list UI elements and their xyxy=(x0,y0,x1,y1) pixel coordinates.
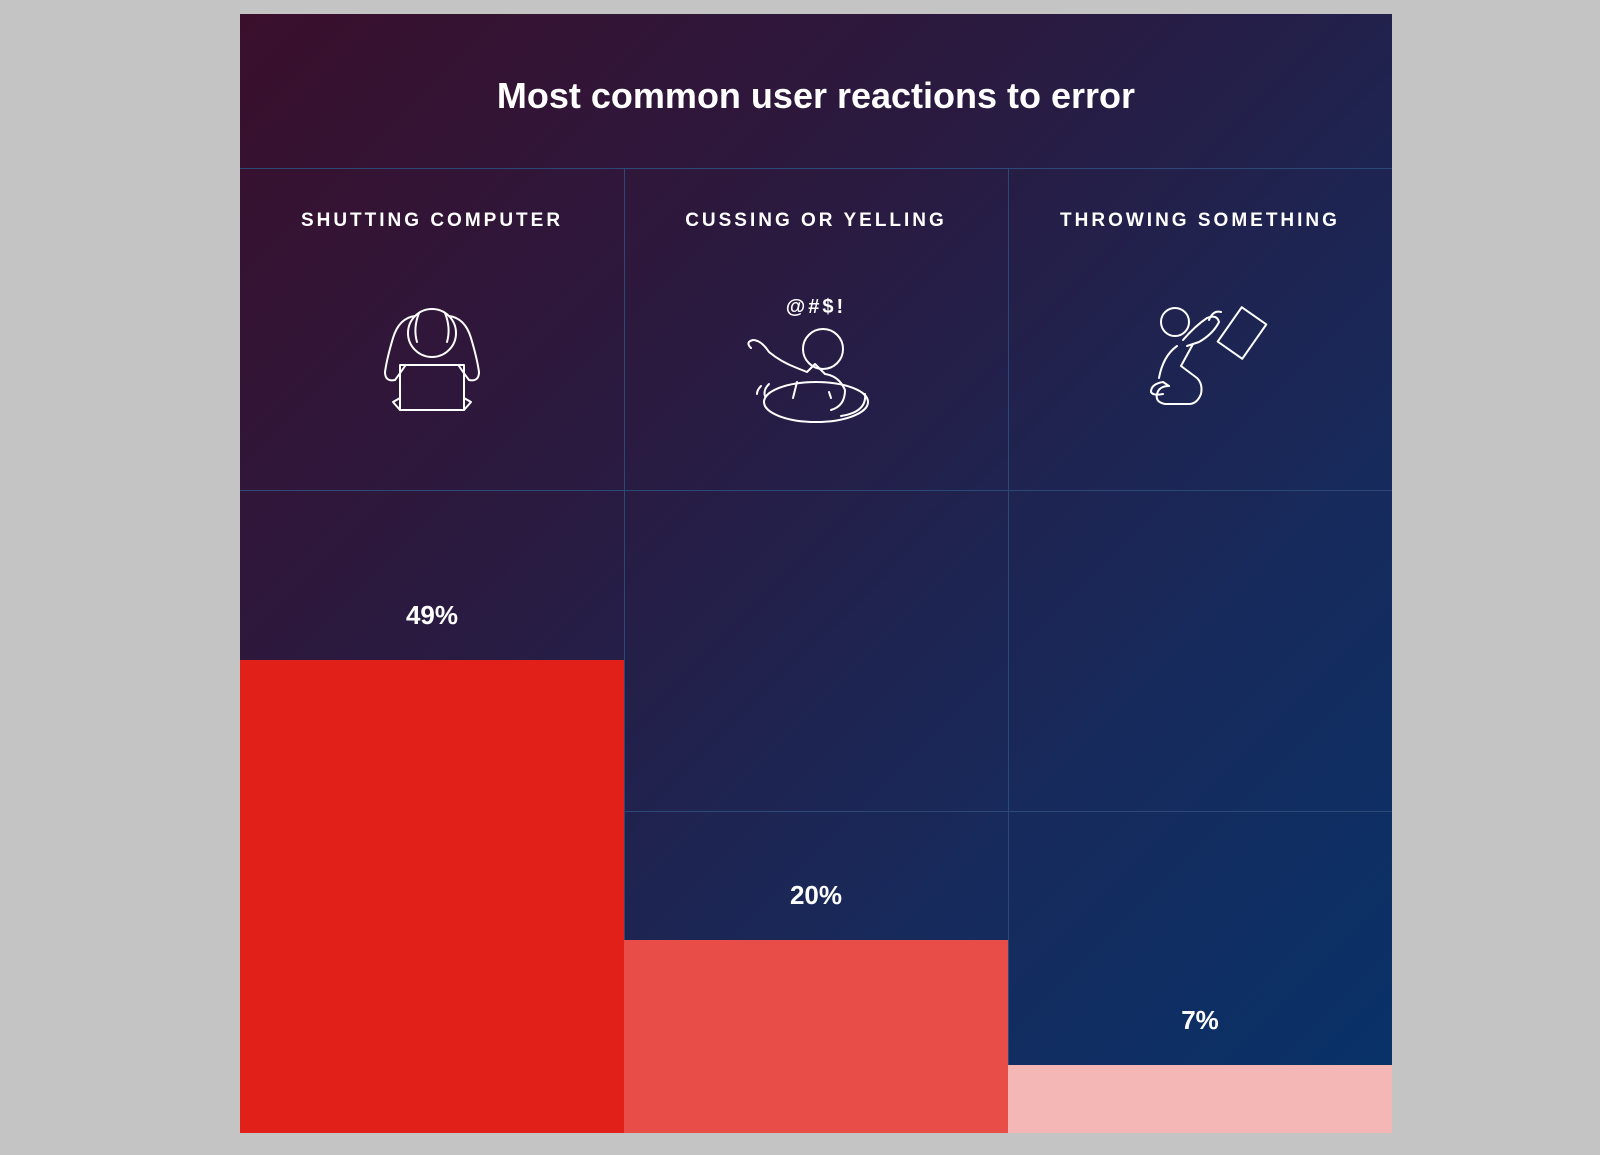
bar-cussing-or-yelling xyxy=(624,940,1008,1133)
grid-line-lower xyxy=(240,811,1392,812)
chart-panel: Most common user reactions to error SHUT… xyxy=(240,14,1392,1133)
bar-throwing-something xyxy=(1008,1065,1392,1133)
bar-shutting-computer xyxy=(240,660,624,1133)
grid-line-upper xyxy=(240,490,1392,491)
category-label-cussing-or-yelling: CUSSING OR YELLING xyxy=(685,210,947,231)
cussing-symbols: @#$! xyxy=(785,296,847,318)
grid-line-header xyxy=(240,168,1392,169)
person-with-laptop-icon xyxy=(357,286,507,446)
grid-line-col-1 xyxy=(624,168,625,1133)
chart-title: Most common user reactions to error xyxy=(496,75,1136,116)
category-label-throwing-something: THROWING SOMETHING xyxy=(1060,210,1340,231)
person-cussing-icon xyxy=(741,286,891,446)
value-label-cussing-or-yelling: 20% xyxy=(789,880,843,910)
grid-line-col-2 xyxy=(1008,168,1009,1133)
value-label-shutting-computer: 49% xyxy=(405,600,459,630)
value-label-throwing-something: 7% xyxy=(1181,1005,1219,1035)
person-throwing-icon xyxy=(1125,286,1275,446)
category-label-shutting-computer: SHUTTING COMPUTER xyxy=(300,210,564,231)
